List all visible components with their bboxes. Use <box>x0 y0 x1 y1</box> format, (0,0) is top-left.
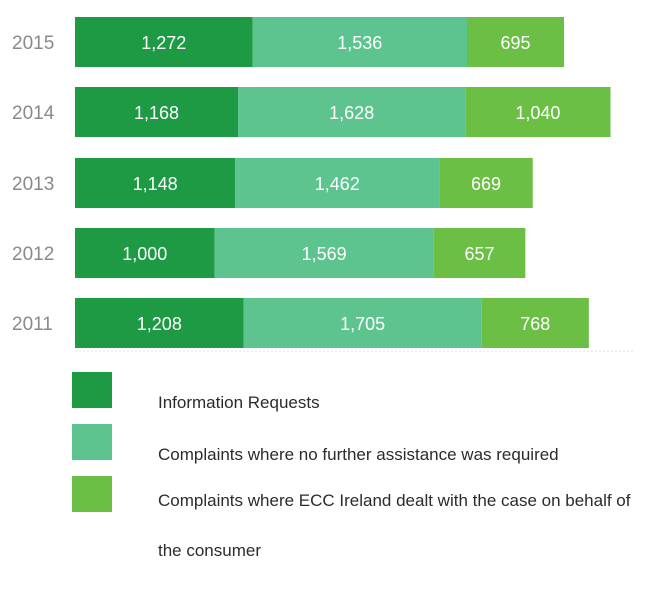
category-tick-2014: 2014 <box>12 103 55 124</box>
bar-2014-series-2 <box>465 87 611 137</box>
data-label-2014-series-2: 1,040 <box>515 103 560 123</box>
data-label-2012-series-0: 1,000 <box>122 244 167 264</box>
legend-label: Complaints where no further assistance w… <box>158 445 559 464</box>
data-label-2015-series-0: 1,272 <box>141 33 186 53</box>
data-label-2013-series-1: 1,462 <box>315 174 360 194</box>
data-label-2012-series-2: 657 <box>464 244 494 264</box>
bar-2014-series-0 <box>75 87 239 137</box>
data-label-2011-series-1: 1,705 <box>340 314 385 334</box>
legend-label: Information Requests <box>158 393 320 412</box>
bar-2011-series-1 <box>243 298 482 348</box>
bar-2013-series-0 <box>75 158 236 208</box>
bars-group: 1,272 1,536 695 1,168 1,628 1,040 1,148 1,462 66… <box>75 17 611 348</box>
category-ticks: 2015 2014 2013 2012 2011 <box>12 33 55 335</box>
legend-swatch <box>72 476 112 512</box>
bar-2011-series-0 <box>75 298 244 348</box>
data-label-2013-series-0: 1,148 <box>133 174 178 194</box>
bar-2012-series-1 <box>214 228 434 278</box>
bar-2014-series-1 <box>238 87 466 137</box>
category-tick-2013: 2013 <box>12 174 54 195</box>
legend-label: Complaints where ECC Ireland dealt with … <box>158 491 631 560</box>
legend-item-ecc-dealt: Complaints where ECC Ireland dealt with … <box>72 476 642 596</box>
data-label-2015-series-1: 1,536 <box>337 33 382 53</box>
data-label-2011-series-2: 768 <box>520 314 550 334</box>
bar-2013-series-2 <box>439 158 533 208</box>
bar-2011-series-2 <box>481 298 589 348</box>
data-label-2014-series-0: 1,168 <box>134 103 179 123</box>
bar-2015-series-0 <box>75 17 253 67</box>
data-label-2014-series-1: 1,628 <box>329 103 374 123</box>
legend-swatch <box>72 372 112 408</box>
bar-2013-series-1 <box>235 158 440 208</box>
category-tick-2015: 2015 <box>12 33 54 54</box>
stacked-bar-chart: 1,272 1,536 695 1,168 1,628 1,040 1,148 1,462 66… <box>12 17 635 352</box>
data-label-2011-series-0: 1,208 <box>137 314 182 334</box>
bar-2012-series-2 <box>433 228 526 278</box>
legend-swatch <box>72 424 112 460</box>
bar-2015-series-1 <box>252 17 467 67</box>
bar-2012-series-0 <box>75 228 215 278</box>
category-tick-2012: 2012 <box>12 244 54 265</box>
category-tick-2011: 2011 <box>12 314 53 335</box>
data-label-2015-series-2: 695 <box>500 33 530 53</box>
bar-2015-series-2 <box>466 17 565 67</box>
data-label-2013-series-2: 669 <box>471 174 501 194</box>
data-label-2012-series-1: 1,569 <box>302 244 347 264</box>
legend-item-information-requests: Information Requests <box>72 372 642 424</box>
legend: Information Requests Complaints where no… <box>72 372 642 596</box>
legend-item-no-further-assistance: Complaints where no further assistance w… <box>72 424 642 476</box>
